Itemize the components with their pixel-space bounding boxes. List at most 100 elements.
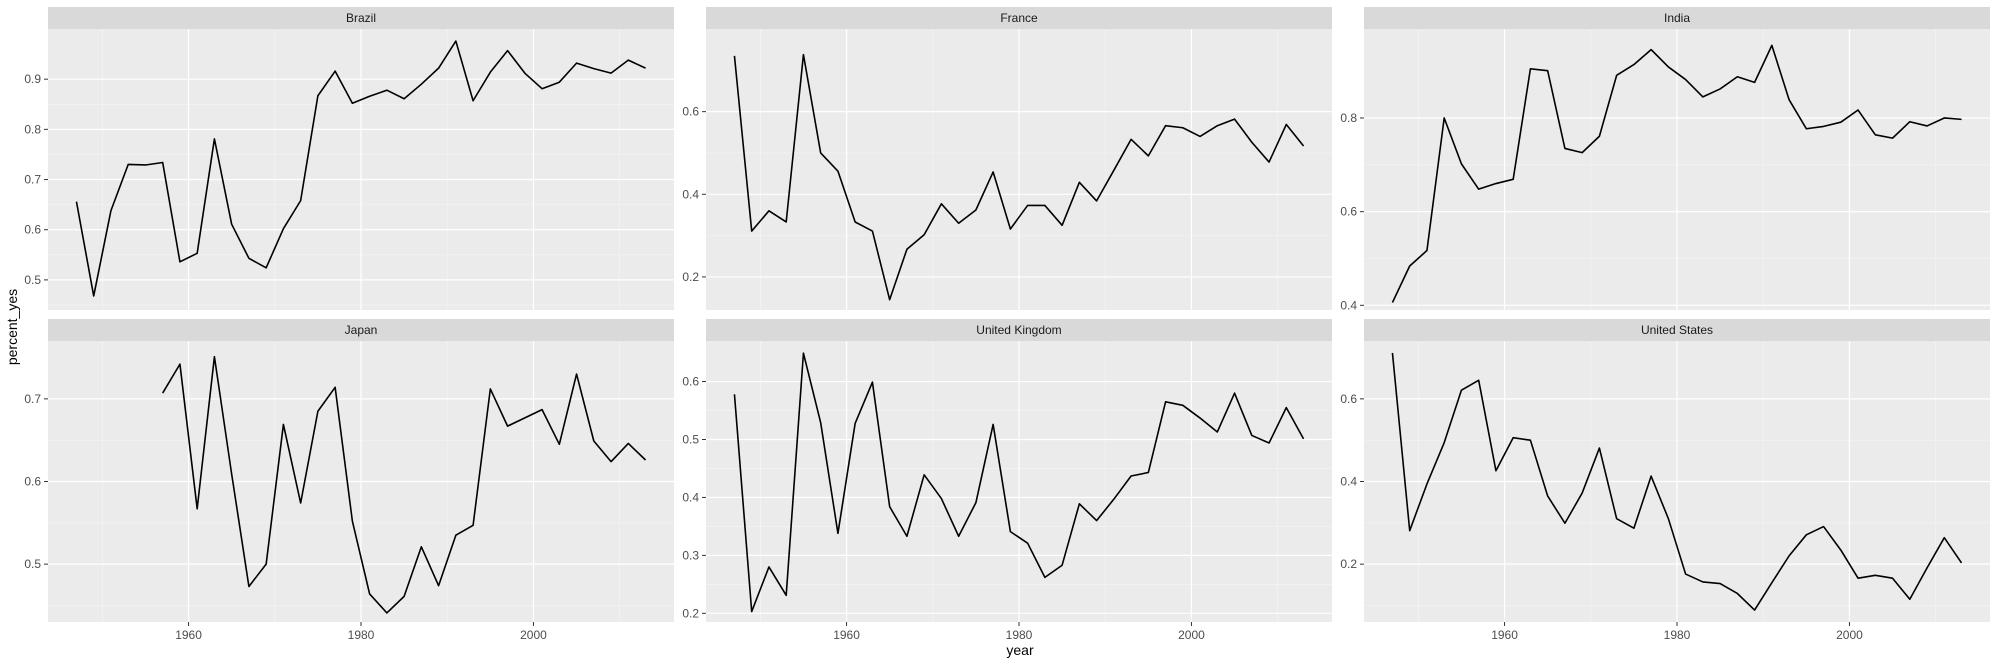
data-point bbox=[992, 171, 994, 173]
data-point bbox=[1460, 163, 1462, 165]
panel-strip-label: France bbox=[1000, 11, 1038, 25]
data-point bbox=[1943, 117, 1945, 119]
data-point bbox=[1251, 141, 1253, 143]
data-point bbox=[1426, 249, 1428, 251]
data-point bbox=[1512, 437, 1514, 439]
data-point bbox=[1581, 492, 1583, 494]
data-point bbox=[437, 67, 439, 69]
data-point bbox=[1409, 529, 1411, 531]
panel-united-states: United States 0.2 0.4 0.6 1960 1980 2000 bbox=[1340, 319, 1990, 642]
data-point bbox=[1598, 447, 1600, 449]
data-point bbox=[957, 222, 959, 224]
y-tick-label: 0.9 bbox=[24, 72, 41, 86]
data-point bbox=[1891, 137, 1893, 139]
data-point bbox=[1216, 431, 1218, 433]
data-point bbox=[265, 267, 267, 269]
data-point bbox=[1182, 404, 1184, 406]
data-point bbox=[1285, 123, 1287, 125]
data-point bbox=[1650, 475, 1652, 477]
panel-strip-label: Brazil bbox=[346, 11, 376, 25]
data-point bbox=[1667, 66, 1669, 68]
data-point bbox=[1702, 96, 1704, 98]
data-point bbox=[1512, 178, 1514, 180]
data-point bbox=[1391, 352, 1393, 354]
data-point bbox=[802, 352, 804, 354]
data-point bbox=[1702, 581, 1704, 583]
y-axis-title: percent_yes bbox=[4, 289, 20, 365]
data-point bbox=[1477, 188, 1479, 190]
series-line-france bbox=[733, 53, 1305, 301]
data-point bbox=[888, 298, 890, 300]
data-point bbox=[1302, 145, 1304, 147]
data-point bbox=[1147, 471, 1149, 473]
data-point bbox=[1251, 434, 1253, 436]
data-point bbox=[575, 62, 577, 64]
data-point bbox=[1095, 200, 1097, 202]
data-point bbox=[179, 363, 181, 365]
data-point bbox=[593, 67, 595, 69]
data-point bbox=[871, 230, 873, 232]
x-tick-label: 2000 bbox=[1178, 628, 1205, 642]
data-point bbox=[420, 83, 422, 85]
data-point bbox=[1960, 118, 1962, 120]
panel-strip bbox=[48, 319, 674, 341]
data-point bbox=[1164, 401, 1166, 403]
data-point bbox=[1113, 498, 1115, 500]
series-line-india bbox=[1391, 44, 1962, 303]
data-point bbox=[351, 102, 353, 104]
x-tick-label: 1960 bbox=[1491, 628, 1518, 642]
data-point bbox=[906, 535, 908, 537]
data-point bbox=[1233, 118, 1235, 120]
panel-japan: Japan 0.5 0.6 0.7 1960 1980 2000 bbox=[24, 319, 674, 642]
data-point bbox=[627, 442, 629, 444]
data-point bbox=[1495, 470, 1497, 472]
data-point bbox=[161, 161, 163, 163]
data-point bbox=[1960, 562, 1962, 564]
data-point bbox=[489, 388, 491, 390]
data-point bbox=[1771, 582, 1773, 584]
data-point bbox=[1529, 68, 1531, 70]
data-point bbox=[644, 459, 646, 461]
panel-strip-label: India bbox=[1664, 11, 1690, 25]
data-point bbox=[282, 423, 284, 425]
series-line-japan bbox=[161, 355, 647, 614]
data-point bbox=[1650, 48, 1652, 50]
data-point bbox=[1615, 517, 1617, 519]
data-point bbox=[1564, 147, 1566, 149]
data-point bbox=[179, 261, 181, 263]
data-point bbox=[1495, 182, 1497, 184]
data-point bbox=[1026, 204, 1028, 206]
data-point bbox=[819, 421, 821, 423]
data-point bbox=[940, 497, 942, 499]
data-point bbox=[957, 535, 959, 537]
data-point bbox=[1460, 389, 1462, 391]
data-point bbox=[1268, 442, 1270, 444]
data-point bbox=[644, 67, 646, 69]
data-point bbox=[1044, 204, 1046, 206]
x-tick-label: 1960 bbox=[175, 628, 202, 642]
data-point bbox=[524, 72, 526, 74]
data-point bbox=[1581, 151, 1583, 153]
panel-india: India 0.4 0.6 0.8 bbox=[1340, 7, 1990, 312]
data-point bbox=[1409, 265, 1411, 267]
series-line-brazil bbox=[75, 40, 646, 297]
data-point bbox=[1095, 519, 1097, 521]
data-point bbox=[317, 410, 319, 412]
data-point bbox=[1753, 81, 1755, 83]
y-tick-label: 0.6 bbox=[1340, 205, 1357, 219]
data-point bbox=[1684, 573, 1686, 575]
data-point bbox=[923, 234, 925, 236]
data-point bbox=[888, 506, 890, 508]
data-point bbox=[472, 524, 474, 526]
data-point bbox=[1199, 417, 1201, 419]
data-point bbox=[213, 356, 215, 358]
y-tick-label: 0.7 bbox=[24, 173, 41, 187]
data-point bbox=[1840, 121, 1842, 123]
y-tick-label: 0.4 bbox=[682, 187, 699, 201]
data-point bbox=[1874, 574, 1876, 576]
panel-strip-label: United Kingdom bbox=[976, 323, 1061, 337]
data-point bbox=[1788, 99, 1790, 101]
data-point bbox=[248, 585, 250, 587]
data-point bbox=[403, 98, 405, 100]
